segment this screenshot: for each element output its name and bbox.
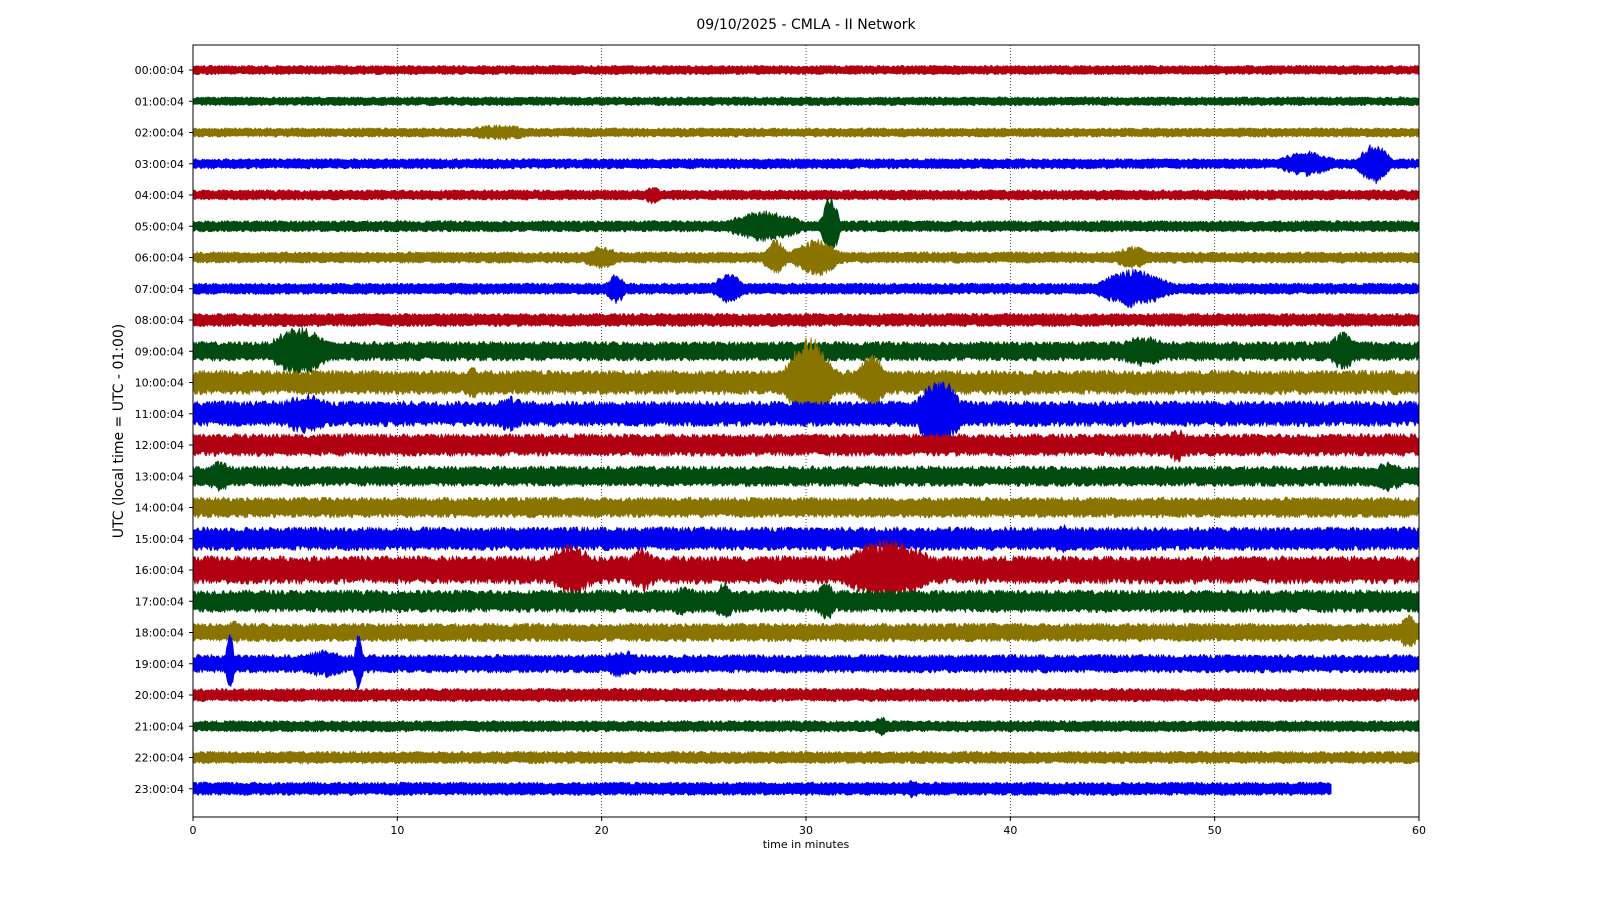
y-tick-label: 22:00:04	[135, 752, 184, 765]
y-tick-label: 00:00:04	[135, 64, 184, 77]
x-axis-ticks: 0 10 20 30 40 50 60	[190, 817, 1426, 837]
y-tick-label: 14:00:04	[135, 502, 184, 515]
y-tick-label: 20:00:04	[135, 689, 184, 702]
y-tick-label: 16:00:04	[135, 564, 184, 577]
y-tick-label: 04:00:04	[135, 189, 184, 202]
chart-title: 09/10/2025 - CMLA - II Network	[696, 17, 916, 33]
trace-010004	[192, 96, 1420, 107]
trace-220004	[192, 750, 1420, 765]
trace-120004	[192, 429, 1420, 463]
x-tick-label: 40	[1003, 824, 1017, 837]
y-tick-label: 11:00:04	[135, 408, 184, 421]
trace-170004	[192, 581, 1420, 620]
x-tick-label: 0	[190, 824, 197, 837]
y-tick-label: 03:00:04	[135, 158, 184, 171]
y-tick-label: 09:00:04	[135, 345, 184, 358]
y-tick-label: 19:00:04	[135, 658, 184, 671]
y-tick-label: 12:00:04	[135, 439, 184, 452]
y-tick-label: 13:00:04	[135, 470, 184, 483]
x-tick-label: 30	[799, 824, 813, 837]
x-tick-label: 60	[1412, 824, 1426, 837]
x-tick-label: 50	[1208, 824, 1222, 837]
y-tick-label: 05:00:04	[135, 220, 184, 233]
y-tick-label: 10:00:04	[135, 377, 184, 390]
y-tick-label: 01:00:04	[135, 95, 184, 108]
y-tick-label: 06:00:04	[135, 252, 184, 265]
trace-060004	[192, 238, 1420, 277]
trace-080004	[192, 312, 1420, 328]
trace-020004	[192, 124, 1420, 141]
y-tick-label: 18:00:04	[135, 627, 184, 640]
x-tick-label: 20	[595, 824, 609, 837]
y-tick-label: 17:00:04	[135, 595, 184, 608]
trace-000004	[192, 64, 1420, 76]
seismic-traces	[192, 64, 1420, 799]
trace-140004	[192, 496, 1420, 519]
y-axis-ticks: 00:00:04 01:00:04 02:00:04 03:00:04 04:00:04…	[135, 64, 193, 796]
y-tick-label: 21:00:04	[135, 720, 184, 733]
x-tick-label: 10	[390, 824, 404, 837]
trace-230004	[192, 780, 1332, 799]
y-tick-label: 23:00:04	[135, 783, 184, 796]
trace-070004	[192, 268, 1420, 309]
x-axis-label: time in minutes	[763, 838, 850, 851]
y-tick-label: 15:00:04	[135, 533, 184, 546]
trace-200004	[192, 687, 1420, 703]
y-axis-label: UTC (local time = UTC - 01:00)	[111, 324, 127, 539]
y-tick-label: 08:00:04	[135, 314, 184, 327]
y-tick-label: 02:00:04	[135, 127, 184, 140]
y-tick-label: 07:00:04	[135, 283, 184, 296]
